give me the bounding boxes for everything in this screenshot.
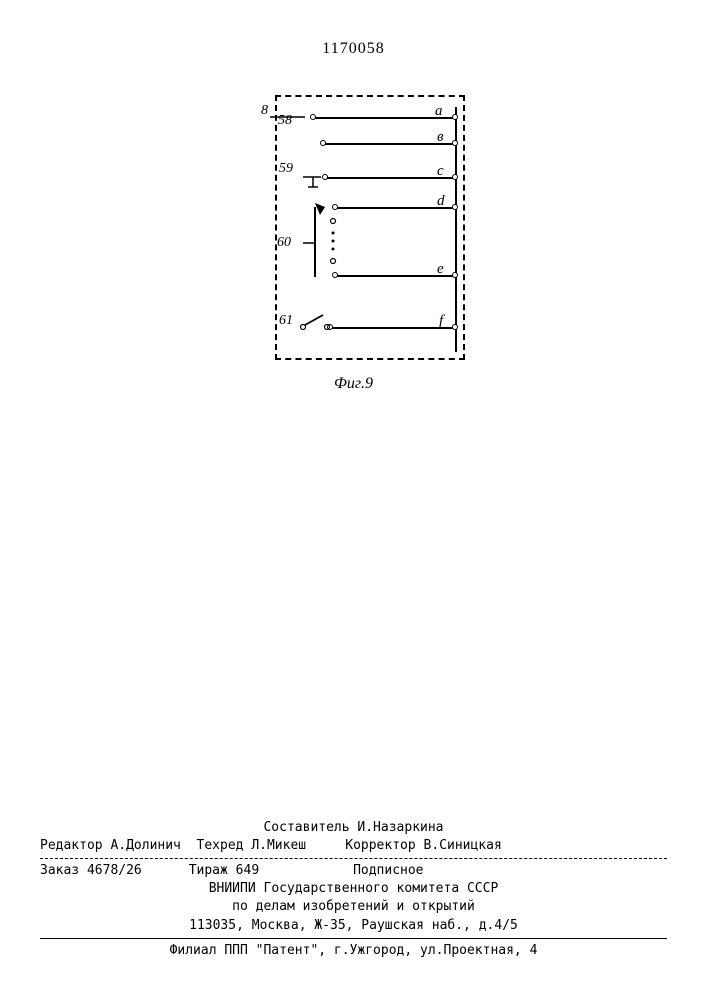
node-right-b: [452, 140, 458, 146]
org-line-2: по делам изобретений и открытий: [40, 898, 667, 916]
output-label-f: f: [439, 313, 443, 330]
wire-d: [335, 207, 453, 209]
input-label-60: 60: [277, 235, 291, 251]
output-label-c: c: [437, 163, 444, 180]
wire-a: [313, 117, 453, 119]
divider-1: [40, 858, 667, 859]
wire-b: [323, 143, 453, 145]
input-label-61: 61: [279, 313, 293, 329]
imprint-footer: Составитель И.Назаркина Редактор А.Долин…: [40, 819, 667, 960]
page-number: 1170058: [322, 40, 384, 58]
node-right-d: [452, 204, 458, 210]
wire-c: [325, 177, 453, 179]
schematic-diagram: a 8 58 в c 59 d e 60 f 61: [275, 95, 465, 360]
input-label-8: 8: [261, 103, 268, 119]
order-line: Заказ 4678/26 Тираж 649 Подписное: [40, 862, 667, 880]
wire-e: [335, 275, 453, 277]
output-label-e: e: [437, 261, 444, 278]
node-right-e: [452, 272, 458, 278]
branch-line: Филиал ППП "Патент", г.Ужгород, ул.Проек…: [40, 942, 667, 960]
node-right-f: [452, 324, 458, 330]
composer-line: Составитель И.Назаркина: [40, 819, 667, 837]
figure-caption: Фиг.9: [334, 375, 373, 393]
node-left-a: [310, 114, 316, 120]
multi-tap-60-icon: [303, 203, 343, 281]
switch-61-icon: [299, 313, 333, 331]
output-label-b: в: [437, 129, 444, 146]
node-right-c: [452, 174, 458, 180]
lead-58: [270, 111, 310, 125]
credits-line: Редактор А.Долинич Техред Л.Микеш Коррек…: [40, 837, 667, 855]
wire-f: [330, 327, 453, 329]
org-line-1: ВНИИПИ Государственного комитета СССР: [40, 880, 667, 898]
addr-line: 113035, Москва, Ж-35, Раушская наб., д.4…: [40, 917, 667, 935]
divider-2: [40, 938, 667, 939]
node-right-a: [452, 114, 458, 120]
output-label-d: d: [437, 193, 445, 210]
output-label-a: a: [435, 103, 443, 120]
input-label-59: 59: [279, 161, 293, 177]
node-left-b: [320, 140, 326, 146]
tap-59-icon: [303, 167, 327, 189]
